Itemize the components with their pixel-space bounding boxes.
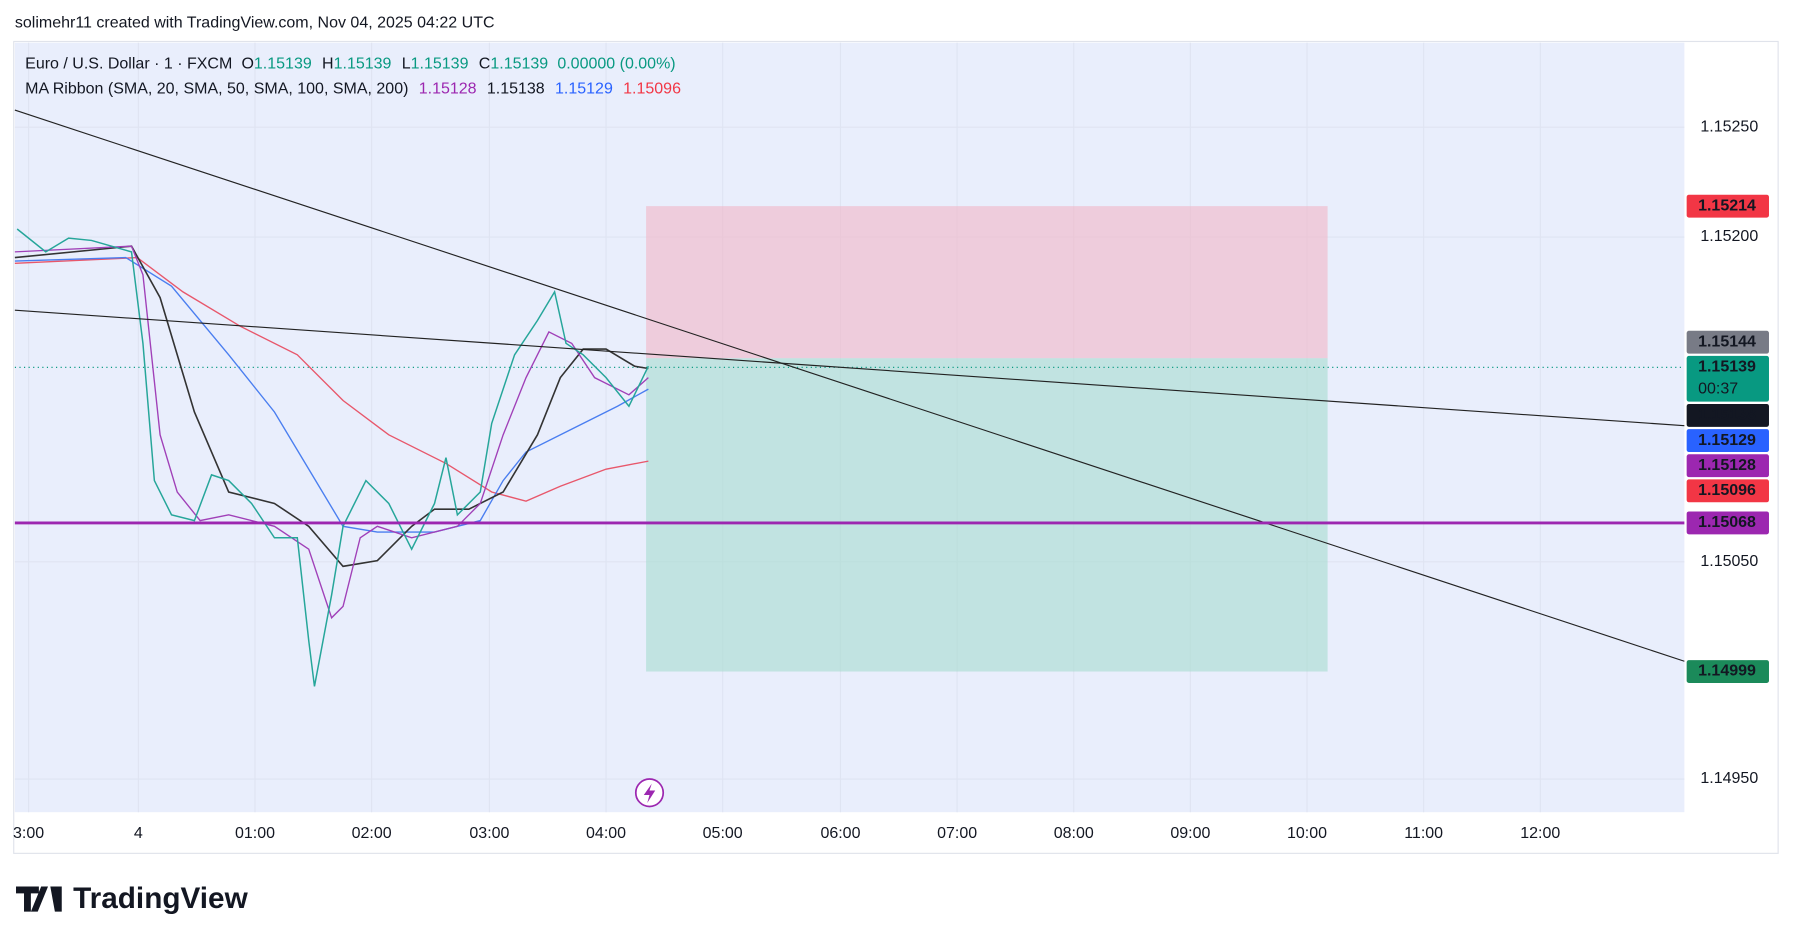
chart-frame: [13, 40, 1779, 854]
price-tag: [1686, 403, 1769, 427]
time-tick: 03:00: [469, 825, 509, 842]
price-label: 1.15096: [1698, 482, 1756, 499]
ohlc-label: C: [479, 56, 491, 73]
ohlc-value: 1.15139: [490, 56, 548, 73]
sma-200: [14, 256, 649, 502]
time-tick: 06:00: [820, 825, 860, 842]
credit: solimehr11 created with TradingView.com,…: [15, 14, 495, 31]
ohlc-label: L: [402, 56, 411, 73]
price-tag: [1686, 355, 1769, 402]
price-label: 1.14999: [1698, 663, 1756, 680]
time-tick: 07:00: [937, 825, 977, 842]
indicator-value: 1.15128: [419, 81, 477, 98]
ohlc-value: 1.15139: [254, 56, 312, 73]
price-tag: [1686, 479, 1769, 503]
time-tick: 08:00: [1054, 825, 1094, 842]
price-label: 1.15144: [1698, 333, 1756, 350]
stop-zone: [646, 206, 1328, 359]
indicator-value: 1.15096: [623, 81, 681, 98]
price-label: 1.15129: [1698, 432, 1756, 449]
ohlc-label: O: [241, 56, 253, 73]
time-tick: 12:00: [1520, 825, 1560, 842]
price-tag: [1686, 330, 1769, 354]
time-tick: 05:00: [703, 825, 743, 842]
ohlc-label: H: [322, 56, 334, 73]
brand: TradingView: [73, 882, 248, 915]
bolt: [643, 783, 656, 804]
price-tag: [1686, 511, 1769, 535]
time-tick: 3:00: [13, 825, 44, 842]
target-zone: [646, 358, 1328, 672]
time-tick: 11:00: [1404, 825, 1443, 842]
price-tick: 1.15200: [1700, 228, 1758, 245]
change: 0.00000 (0.00%): [557, 56, 675, 73]
price-tick: 1.15050: [1700, 553, 1758, 570]
indicator-value: 1.15138: [487, 81, 545, 98]
price-path: [16, 228, 650, 687]
time-tick: 09:00: [1170, 825, 1210, 842]
legend-symbol: Euro / U.S. Dollar · 1 · FXCM O1.15139 H1.…: [25, 56, 675, 73]
price-tag: [1686, 454, 1769, 478]
sma-20: [14, 245, 649, 620]
ohlc-value: 1.15139: [411, 56, 469, 73]
ohlc-value: 1.15139: [334, 56, 392, 73]
axes: 1.15250 1.15200 1.15050 1.14950 3:00 4 01:00 02…: [13, 118, 1769, 842]
price-label: 1.15139: [1698, 359, 1756, 376]
price-tag: [1686, 194, 1769, 218]
symbol: Euro / U.S. Dollar · 1 · FXCM: [25, 56, 232, 73]
indicator-value: 1.15129: [555, 81, 613, 98]
countdown: 00:37: [1698, 380, 1738, 397]
sma-100: [14, 256, 649, 533]
price-label: 1.15214: [1698, 197, 1756, 214]
brand-logo: [16, 886, 62, 912]
time-tick: 01:00: [235, 825, 275, 842]
legend-indicator: MA Ribbon (SMA, 20, SMA, 50, SMA, 100, S…: [25, 81, 681, 98]
time-tick: 10:00: [1287, 825, 1327, 842]
price-label: 1.15128: [1698, 457, 1756, 474]
indicator: MA Ribbon (SMA, 20, SMA, 50, SMA, 100, S…: [25, 81, 408, 98]
price-tag: [1686, 429, 1769, 452]
price-tag: [1686, 660, 1769, 683]
price-tick: 1.14950: [1700, 770, 1758, 787]
price-label: 1.15068: [1698, 514, 1756, 531]
trendline: [14, 109, 1685, 662]
time-tick: 4: [134, 825, 143, 842]
time-tick: 04:00: [586, 825, 626, 842]
price-tick: 1.15250: [1700, 118, 1758, 135]
trendline: [14, 309, 1685, 427]
price-label: 1.15138: [1698, 407, 1756, 424]
time-tick: 02:00: [352, 825, 392, 842]
